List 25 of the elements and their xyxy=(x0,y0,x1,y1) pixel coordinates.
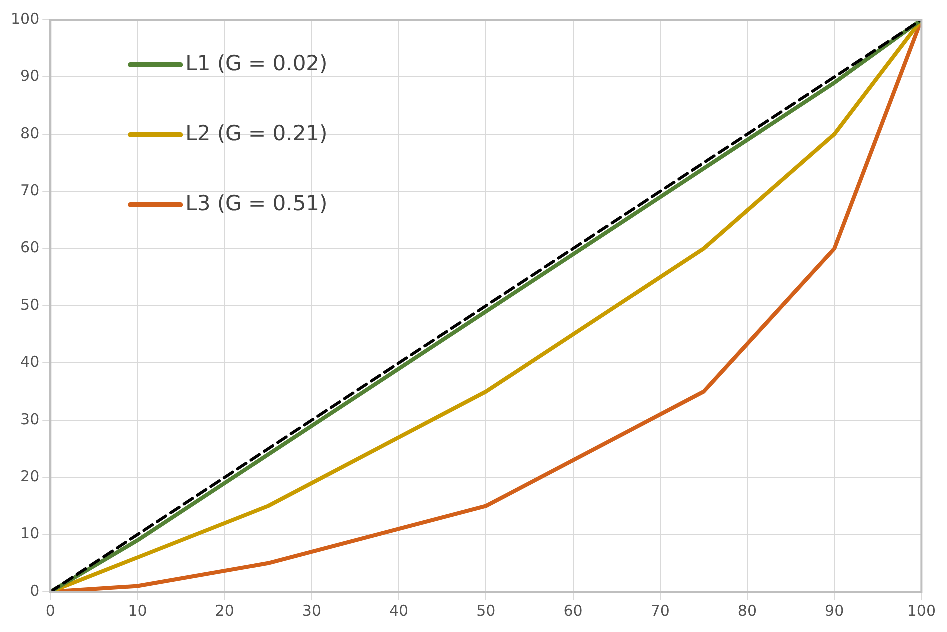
legend-label: L1 (G = 0.02) xyxy=(186,51,328,76)
legend-label: L2 (G = 0.21) xyxy=(186,121,328,146)
x-tick-label: 50 xyxy=(476,602,496,620)
x-tick-label: 0 xyxy=(46,602,56,620)
y-tick-label: 90 xyxy=(20,67,40,86)
x-tick-label: 80 xyxy=(738,602,758,620)
y-tick-label: 50 xyxy=(20,296,40,314)
x-tick-label: 60 xyxy=(564,602,583,620)
y-tick-label: 30 xyxy=(20,410,40,428)
x-tick-label: 10 xyxy=(128,602,148,620)
y-tick-label: 20 xyxy=(20,467,40,486)
y-tick-label: 70 xyxy=(20,181,40,200)
x-tick-label: 100 xyxy=(907,602,936,620)
y-tick-label: 0 xyxy=(30,582,40,600)
x-tick-label: 90 xyxy=(825,602,844,620)
x-tick-label: 70 xyxy=(650,602,670,620)
y-tick-label: 10 xyxy=(20,524,40,543)
x-tick-label: 30 xyxy=(302,602,322,620)
x-tick-label: 20 xyxy=(215,602,234,620)
y-tick-label: 60 xyxy=(20,238,40,257)
y-tick-label: 40 xyxy=(20,353,40,372)
y-tick-label: 100 xyxy=(10,10,40,28)
y-tick-label: 80 xyxy=(20,124,40,142)
legend-label: L3 (G = 0.51) xyxy=(186,191,328,216)
x-tick-label: 40 xyxy=(390,602,409,620)
